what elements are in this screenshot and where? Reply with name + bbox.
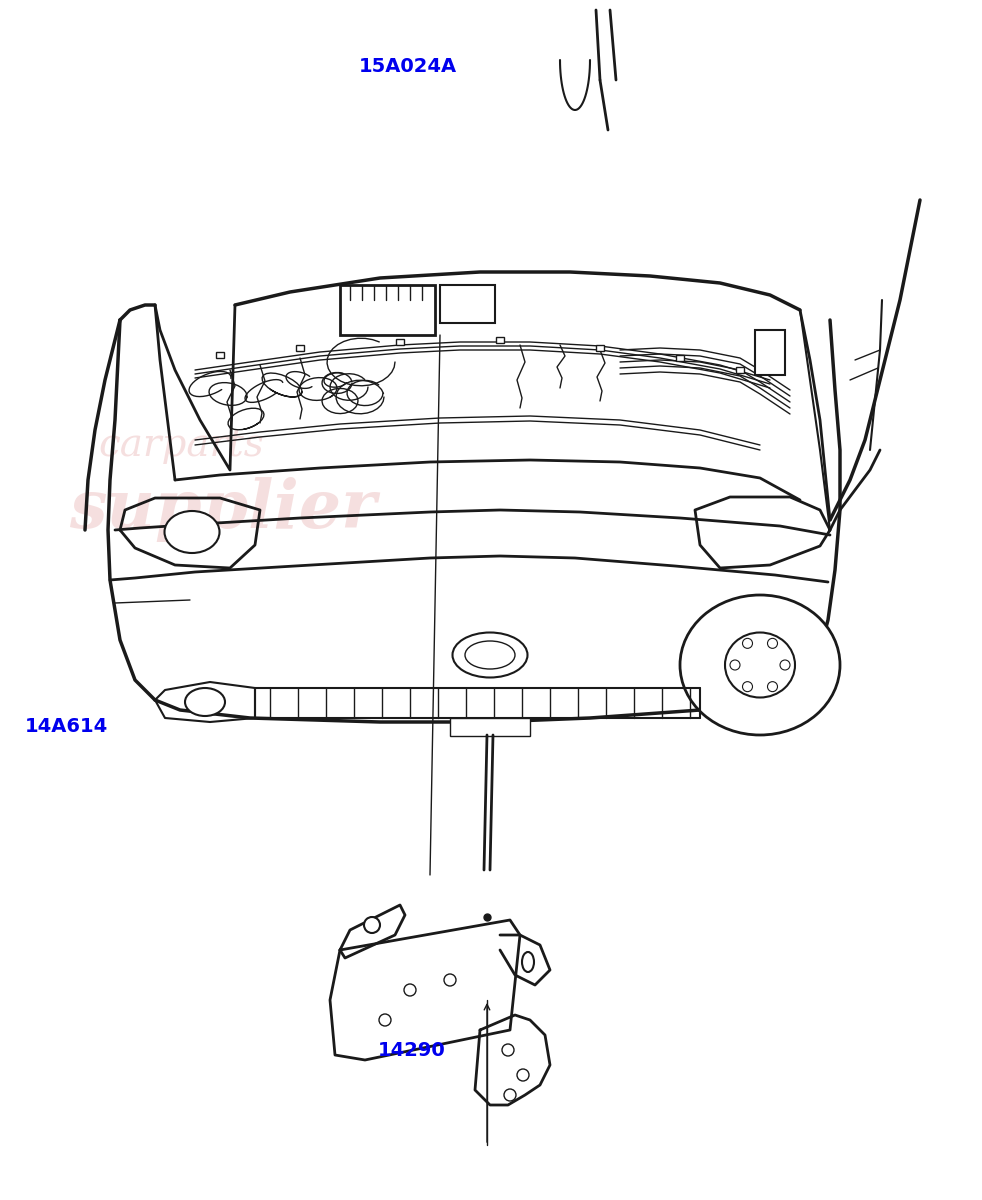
Bar [596,346,604,350]
Ellipse shape [185,688,225,716]
FancyBboxPatch shape [440,284,495,323]
Bar [676,355,684,361]
Circle shape [504,1090,516,1102]
Circle shape [502,1044,514,1056]
Ellipse shape [725,632,795,697]
Circle shape [730,660,740,670]
Circle shape [768,682,778,691]
FancyBboxPatch shape [450,718,530,736]
Circle shape [768,638,778,648]
Bar [296,346,304,350]
Ellipse shape [680,595,840,734]
Bar [216,352,224,358]
Bar [396,338,404,346]
Ellipse shape [453,632,527,678]
Circle shape [404,984,416,996]
Circle shape [742,682,752,691]
Circle shape [780,660,790,670]
Circle shape [379,1014,391,1026]
FancyBboxPatch shape [340,284,435,335]
Ellipse shape [165,511,220,553]
Circle shape [444,974,456,986]
Circle shape [517,1069,529,1081]
Text: supplier: supplier [69,476,376,542]
Circle shape [742,638,752,648]
Circle shape [364,917,380,934]
FancyBboxPatch shape [755,330,785,374]
Text: 14A614: 14A614 [25,716,108,736]
Bar [496,337,504,343]
Ellipse shape [522,952,534,972]
Bar [736,367,744,373]
Text: 14290: 14290 [378,1040,446,1060]
Text: 15A024A: 15A024A [358,56,457,76]
Text: carparts: carparts [98,427,264,464]
Ellipse shape [465,641,515,670]
